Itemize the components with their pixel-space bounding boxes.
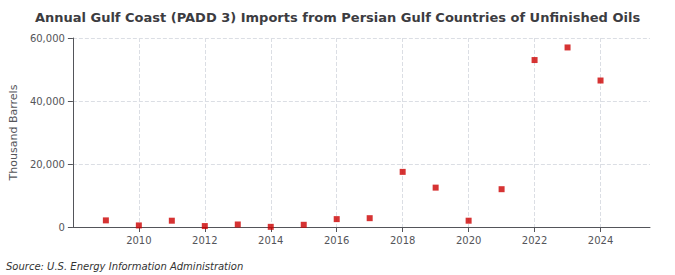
svg-text:2018: 2018 (390, 235, 415, 246)
svg-text:2024: 2024 (588, 235, 613, 246)
svg-text:2016: 2016 (324, 235, 349, 246)
svg-text:Source: U.S. Energy Informatio: Source: U.S. Energy Information Administ… (6, 261, 243, 272)
svg-text:60,000: 60,000 (30, 33, 65, 44)
svg-text:40,000: 40,000 (30, 96, 65, 107)
svg-text:Thousand Barrels: Thousand Barrels (7, 84, 20, 181)
svg-text:Annual Gulf Coast (PADD 3) Imp: Annual Gulf Coast (PADD 3) Imports from … (35, 10, 640, 25)
svg-text:2022: 2022 (522, 235, 547, 246)
svg-text:0: 0 (59, 222, 65, 233)
svg-text:2020: 2020 (456, 235, 481, 246)
svg-text:2014: 2014 (258, 235, 283, 246)
svg-text:20,000: 20,000 (30, 159, 65, 170)
svg-text:2010: 2010 (126, 235, 151, 246)
svg-text:2012: 2012 (192, 235, 217, 246)
